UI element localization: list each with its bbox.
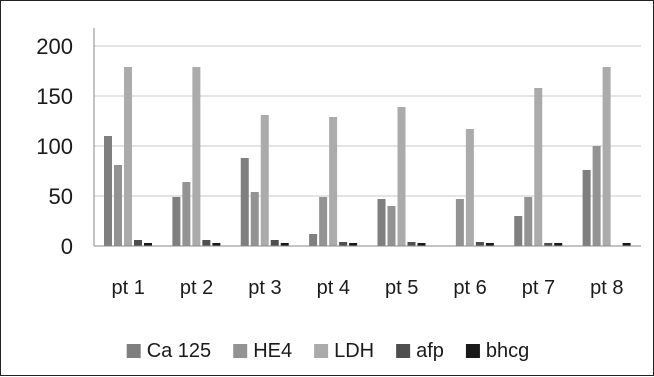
x-category-label-pt-6: pt 6: [453, 277, 486, 299]
x-category-labels: pt 1 pt 2 pt 3 pt 4 pt 5 pt 6 pt 7 pt 8: [112, 277, 624, 299]
bar-pt-3-bhcg: [280, 243, 289, 246]
bar-pt-2-ca-125: [172, 197, 181, 246]
bar-pt-1-afp: [134, 240, 142, 246]
bar-pt-1-ca-125: [104, 136, 112, 246]
bar-pt-4-ca-125: [309, 234, 318, 246]
bar-pt-5-afp: [407, 242, 416, 246]
legend-item-ldh: LDH: [314, 340, 374, 362]
legend-item-ca-125: Ca 125: [126, 340, 212, 362]
y-tick-label-150: 150: [36, 84, 73, 109]
bar-pt-1-bhcg: [144, 243, 152, 246]
bar-pt-7-afp: [544, 243, 553, 246]
legend-item-he4: HE4: [233, 340, 292, 362]
y-tick-label-200: 200: [36, 34, 73, 59]
legend-swatch-he4: [233, 344, 248, 358]
y-tick-labels: 0 50 100 150 200: [36, 34, 73, 259]
bar-pt-2-afp: [202, 240, 211, 246]
bar-pt-6-bhcg: [485, 243, 494, 246]
bar-pt-6-afp: [475, 242, 484, 246]
bar-pt-8-ldh: [602, 67, 611, 246]
bar-pt-7-bhcg: [554, 243, 563, 246]
y-tick-label-100: 100: [36, 134, 73, 159]
bar-pt-4-bhcg: [349, 243, 358, 246]
legend-label-ca-125: Ca 125: [147, 340, 212, 362]
legend-label-bhcg: bhcg: [486, 340, 529, 362]
bar-pt-7-he4: [524, 197, 533, 246]
y-tick-label-0: 0: [61, 234, 73, 259]
x-category-label-pt-3: pt 3: [248, 277, 281, 299]
bar-pt-2-ldh: [192, 67, 201, 246]
bar-pt-1-ldh: [124, 67, 132, 246]
bar-pt-4-he4: [319, 197, 328, 246]
bar-pt-5-ca-125: [377, 199, 386, 246]
x-category-label-pt-2: pt 2: [180, 277, 213, 299]
gridlines: [94, 45, 641, 197]
bar-pt-3-ldh: [260, 115, 269, 246]
bar-pt-7-ldh: [534, 88, 543, 246]
legend-swatch-ca-125: [126, 344, 141, 358]
x-category-label-pt-4: pt 4: [317, 277, 350, 299]
legend: Ca 125 HE4 LDH afp bhcg: [126, 340, 529, 362]
bar-pt-4-ldh: [329, 117, 338, 246]
bar-pt-3-he4: [250, 192, 259, 246]
y-tick-label-50: 50: [49, 184, 73, 209]
bar-pt-2-bhcg: [212, 243, 221, 246]
bar-pt-4-afp: [339, 242, 348, 246]
legend-label-ldh: LDH: [334, 340, 374, 362]
bar-pt-5-ldh: [397, 107, 406, 246]
x-category-label-pt-1: pt 1: [112, 277, 145, 299]
bar-pt-6-he4: [455, 199, 464, 246]
bars: [104, 67, 631, 246]
legend-swatch-afp: [396, 344, 411, 358]
bar-pt-3-afp: [270, 240, 279, 246]
legend-item-afp: afp: [396, 340, 444, 362]
legend-label-afp: afp: [416, 340, 444, 362]
legend-label-he4: HE4: [253, 340, 292, 362]
bar-pt-8-bhcg: [622, 243, 631, 246]
x-category-label-pt-5: pt 5: [385, 277, 418, 299]
bar-pt-1-he4: [114, 165, 122, 246]
bar-pt-8-he4: [592, 146, 601, 246]
bar-pt-5-bhcg: [417, 243, 426, 246]
bar-pt-2-he4: [182, 182, 191, 246]
legend-swatch-ldh: [314, 344, 329, 358]
bar-pt-7-ca-125: [514, 216, 523, 246]
bar-pt-5-he4: [387, 206, 396, 246]
bar-pt-6-ldh: [465, 129, 474, 246]
x-category-label-pt-7: pt 7: [522, 277, 555, 299]
legend-swatch-bhcg: [465, 344, 480, 358]
axes: [93, 28, 641, 247]
legend-item-bhcg: bhcg: [465, 340, 529, 362]
bar-pt-8-ca-125: [582, 170, 591, 246]
x-category-label-pt-8: pt 8: [590, 277, 623, 299]
bar-pt-3-ca-125: [240, 158, 249, 246]
